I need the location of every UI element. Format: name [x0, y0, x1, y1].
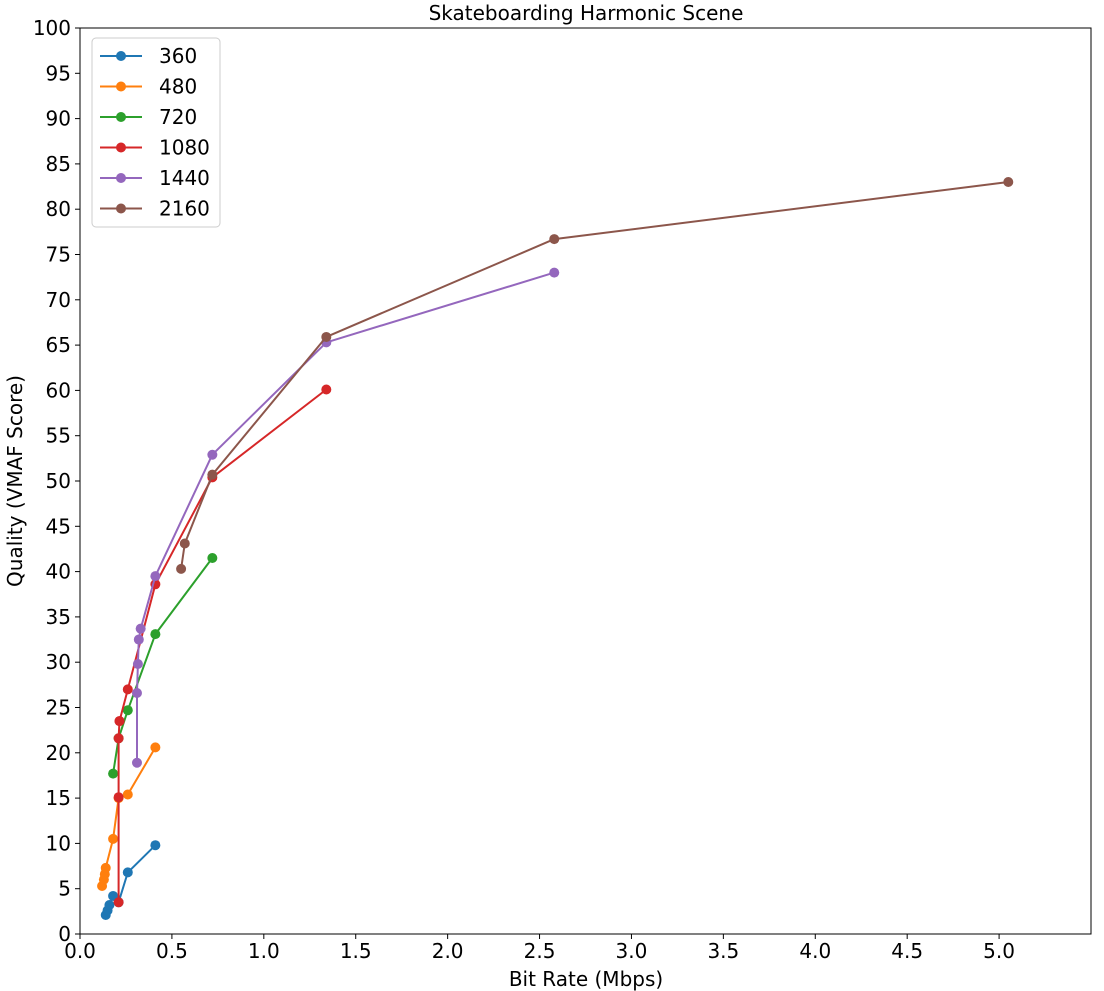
y-tick-label: 60 — [46, 378, 71, 402]
legend-marker — [116, 142, 126, 153]
y-tick-label: 95 — [46, 61, 71, 85]
data-point — [108, 768, 119, 779]
y-tick-label: 0 — [58, 922, 71, 946]
series-line — [117, 388, 327, 903]
x-tick-label: 1.0 — [248, 939, 280, 963]
legend-marker — [116, 81, 126, 92]
data-point — [100, 862, 111, 873]
x-tick-label: 2.5 — [524, 939, 556, 963]
y-tick-label: 25 — [46, 696, 71, 720]
data-point — [113, 897, 124, 908]
legend-item: 1440 — [100, 166, 210, 190]
legend-label: 1440 — [159, 166, 210, 190]
data-point — [133, 634, 144, 645]
legend-item: 720 — [100, 105, 197, 129]
y-tick-label: 30 — [46, 650, 71, 674]
x-tick-label: 5.0 — [983, 939, 1015, 963]
data-point — [122, 867, 133, 878]
legend-marker — [116, 51, 126, 61]
y-axis-label: Quality (VMAF Score) — [3, 375, 27, 587]
chart-title: Skateboarding Harmonic Scene — [429, 1, 744, 25]
data-point — [131, 688, 142, 699]
y-tick-label: 10 — [46, 831, 71, 855]
y-tick-label: 80 — [46, 197, 71, 221]
x-tick-label: 4.5 — [891, 939, 923, 963]
data-point — [321, 331, 332, 342]
legend-label: 720 — [159, 105, 197, 129]
y-tick-label: 55 — [46, 424, 71, 448]
legend-marker — [116, 112, 126, 122]
data-point — [549, 267, 560, 278]
series-1440 — [131, 267, 560, 768]
x-tick-label: 1.5 — [340, 939, 372, 963]
data-point — [114, 716, 125, 727]
y-tick-label: 45 — [46, 514, 71, 538]
data-point — [179, 538, 190, 549]
y-tick-label: 20 — [46, 741, 71, 765]
data-point — [132, 659, 143, 670]
data-point — [150, 629, 161, 640]
data-point — [108, 833, 119, 844]
data-point — [135, 623, 146, 634]
data-point — [549, 234, 560, 245]
y-tick-label: 15 — [46, 786, 71, 810]
legend-label: 480 — [159, 75, 197, 99]
data-point — [150, 571, 161, 582]
legend-item: 2160 — [100, 197, 210, 221]
y-tick-label: 35 — [46, 605, 71, 629]
data-point — [150, 742, 161, 753]
y-tick-label: 75 — [46, 243, 71, 267]
y-tick-label: 40 — [46, 560, 71, 584]
y-tick-label: 70 — [46, 288, 71, 312]
y-tick-label: 90 — [46, 107, 71, 131]
legend-label: 360 — [159, 44, 197, 68]
data-point — [207, 553, 218, 564]
x-axis: 0.0 0.5 1.0 1.5 2.0 2.5 3.0 3.5 4.0 4.5 5.0 — [64, 934, 1015, 963]
x-tick-label: 4.0 — [799, 939, 831, 963]
data-point — [122, 789, 133, 800]
y-tick-label: 100 — [33, 16, 71, 40]
x-tick-label: 3.5 — [707, 939, 739, 963]
y-tick-label: 5 — [58, 877, 71, 901]
x-tick-label: 2.0 — [432, 939, 464, 963]
y-tick-label: 65 — [46, 333, 71, 357]
data-point — [104, 900, 115, 911]
x-tick-label: 0.5 — [156, 939, 188, 963]
data-point — [122, 705, 133, 716]
y-tick-label: 50 — [46, 469, 71, 493]
legend-marker — [116, 203, 126, 214]
legend-item: 360 — [100, 44, 197, 68]
y-axis: 0 5 10 15 20 25 30 35 40 45 50 55 60 65 70 75 80 85 90 95 10… — [33, 16, 80, 946]
legend-marker — [116, 173, 126, 183]
series-2160 — [176, 177, 1014, 574]
legend: 360 480 720 1080 1440 2160 — [91, 37, 221, 228]
y-tick-label: 85 — [46, 152, 71, 176]
legend-label: 2160 — [159, 197, 210, 221]
data-point — [113, 733, 124, 744]
legend-label: 1080 — [159, 136, 210, 160]
data-point — [321, 384, 332, 395]
data-point — [122, 684, 133, 695]
legend-item: 480 — [100, 75, 197, 99]
data-point — [207, 449, 218, 460]
x-tick-label: 0.0 — [64, 939, 96, 963]
legend-item: 1080 — [100, 136, 210, 160]
data-point — [113, 792, 124, 803]
data-point — [1003, 177, 1014, 188]
x-axis-label: Bit Rate (Mbps) — [509, 967, 663, 991]
series-layer — [97, 177, 1014, 920]
data-point — [207, 469, 218, 480]
x-tick-label: 3.0 — [616, 939, 648, 963]
data-point — [176, 563, 187, 574]
data-point — [131, 757, 142, 768]
data-point — [150, 840, 161, 851]
series-1080 — [113, 384, 332, 908]
